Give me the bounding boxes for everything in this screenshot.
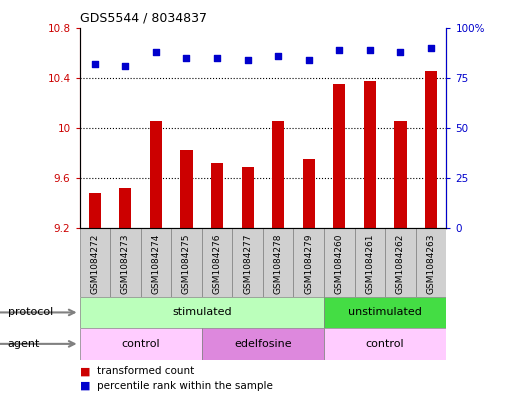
- Text: GSM1084277: GSM1084277: [243, 233, 252, 294]
- Bar: [202, 228, 232, 297]
- Text: GSM1084260: GSM1084260: [335, 233, 344, 294]
- Bar: [425, 72, 437, 228]
- Text: GSM1084261: GSM1084261: [365, 233, 374, 294]
- Text: edelfosine: edelfosine: [234, 339, 292, 349]
- Point: [427, 44, 435, 51]
- Point: [305, 57, 313, 63]
- Bar: [141, 228, 171, 297]
- Text: percentile rank within the sample: percentile rank within the sample: [97, 381, 273, 391]
- Text: protocol: protocol: [8, 307, 53, 318]
- Point: [274, 52, 282, 59]
- Point: [91, 61, 99, 67]
- Point: [121, 62, 129, 69]
- Text: unstimulated: unstimulated: [348, 307, 422, 318]
- Bar: [181, 150, 192, 228]
- Bar: [80, 297, 324, 328]
- Bar: [150, 121, 162, 228]
- Bar: [324, 328, 446, 360]
- Bar: [324, 297, 446, 328]
- Text: GSM1084262: GSM1084262: [396, 233, 405, 294]
- Bar: [171, 228, 202, 297]
- Text: control: control: [122, 339, 160, 349]
- Text: GSM1084278: GSM1084278: [274, 233, 283, 294]
- Bar: [80, 328, 202, 360]
- Bar: [272, 121, 284, 228]
- Bar: [89, 193, 101, 228]
- Text: control: control: [366, 339, 404, 349]
- Point: [366, 46, 374, 53]
- Point: [183, 55, 191, 61]
- Bar: [385, 228, 416, 297]
- Point: [397, 48, 405, 55]
- Bar: [303, 159, 315, 228]
- Text: agent: agent: [8, 339, 40, 349]
- Bar: [80, 228, 110, 297]
- Point: [335, 46, 343, 53]
- Bar: [232, 228, 263, 297]
- Text: GDS5544 / 8034837: GDS5544 / 8034837: [80, 12, 207, 25]
- Text: GSM1084274: GSM1084274: [151, 233, 161, 294]
- Bar: [333, 84, 345, 228]
- Point: [152, 48, 160, 55]
- Text: GSM1084273: GSM1084273: [121, 233, 130, 294]
- Text: GSM1084272: GSM1084272: [90, 233, 100, 294]
- Text: stimulated: stimulated: [172, 307, 231, 318]
- Text: GSM1084276: GSM1084276: [212, 233, 222, 294]
- Bar: [211, 163, 223, 228]
- Bar: [324, 228, 354, 297]
- Text: transformed count: transformed count: [97, 366, 195, 376]
- Point: [213, 55, 221, 61]
- Bar: [119, 188, 131, 228]
- Bar: [263, 228, 293, 297]
- Text: GSM1084275: GSM1084275: [182, 233, 191, 294]
- Bar: [416, 228, 446, 297]
- Bar: [293, 228, 324, 297]
- Bar: [394, 121, 407, 228]
- Point: [244, 57, 252, 63]
- Text: ■: ■: [80, 366, 90, 376]
- Bar: [202, 328, 324, 360]
- Bar: [354, 228, 385, 297]
- Text: GSM1084279: GSM1084279: [304, 233, 313, 294]
- Text: ■: ■: [80, 381, 90, 391]
- Bar: [364, 81, 376, 228]
- Bar: [242, 167, 254, 228]
- Bar: [110, 228, 141, 297]
- Text: GSM1084263: GSM1084263: [426, 233, 436, 294]
